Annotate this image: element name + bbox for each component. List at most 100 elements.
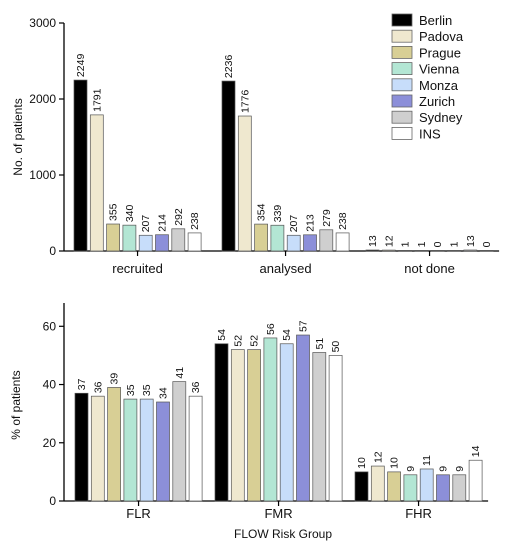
- data-label: 52: [232, 335, 244, 347]
- data-label: 340: [124, 204, 136, 222]
- x-axis-title: FLOW Risk Group: [234, 527, 332, 541]
- data-label: 41: [174, 367, 186, 379]
- data-label: 10: [356, 457, 368, 469]
- data-label: 39: [109, 373, 121, 385]
- bar: [122, 224, 137, 252]
- data-label: 57: [298, 320, 310, 332]
- legend-swatch: [391, 127, 413, 140]
- data-label: 12: [383, 235, 395, 247]
- data-label: 13: [367, 235, 379, 247]
- y-tick-label: 3000: [29, 16, 56, 30]
- data-label: 355: [108, 203, 120, 221]
- data-label: 13: [465, 235, 477, 247]
- data-label: 1791: [91, 88, 103, 112]
- y-tick-label: 0: [49, 244, 56, 258]
- data-label: 50: [330, 341, 342, 353]
- data-label: 9: [405, 466, 417, 472]
- bar: [138, 234, 153, 252]
- bar: [90, 395, 105, 502]
- bar: [230, 349, 245, 502]
- bar: [354, 471, 369, 502]
- x-tick-label: FMR: [264, 506, 292, 521]
- data-label: 9: [438, 466, 450, 472]
- x-tick-label: recruited: [112, 261, 163, 276]
- data-label: 213: [305, 214, 317, 232]
- y-tick-label: 20: [43, 436, 57, 450]
- bar: [479, 250, 494, 252]
- legend-label: Vienna: [419, 62, 460, 77]
- data-label: 2236: [223, 55, 235, 79]
- y-axis-title: No. of patients: [11, 98, 25, 175]
- data-label: 279: [321, 209, 333, 227]
- data-label: 10: [389, 457, 401, 469]
- bar: [381, 249, 396, 252]
- legend-label: Prague: [419, 45, 461, 60]
- y-tick-label: 40: [43, 378, 57, 392]
- data-label: 1: [400, 241, 412, 247]
- data-label: 54: [281, 329, 293, 341]
- x-tick-label: FHR: [405, 506, 432, 521]
- chart-patients: No. of patients 0 1000 2000 3000 recruited 22…: [11, 16, 500, 276]
- y-axis-title: % of patients: [9, 370, 23, 439]
- bar: [286, 234, 301, 252]
- y-tick-label: 0: [49, 494, 56, 508]
- legend-label: INS: [419, 126, 441, 141]
- data-label: 56: [265, 323, 277, 335]
- bar: [312, 352, 327, 502]
- bar: [221, 80, 236, 252]
- bar: [214, 343, 229, 502]
- data-label: 207: [140, 215, 152, 233]
- bar: [447, 250, 461, 252]
- bar: [155, 234, 169, 252]
- data-label: 36: [92, 381, 104, 393]
- data-label: 51: [314, 338, 326, 350]
- data-label: 238: [189, 212, 201, 230]
- y-tick-label: 1000: [29, 168, 56, 182]
- data-label: 37: [76, 378, 88, 390]
- bar: [387, 471, 401, 502]
- bar: [419, 468, 434, 502]
- data-label: 0: [481, 241, 493, 247]
- bar: [171, 228, 186, 252]
- legend-label: Monza: [419, 78, 459, 93]
- bar: [270, 224, 285, 252]
- legend-swatch: [391, 13, 413, 27]
- data-label: 238: [337, 212, 349, 230]
- chart-risk-group: % of patients FLOW Risk Group 0 20 40 60 FLR…: [9, 303, 489, 541]
- legend-label: Zurich: [419, 94, 455, 109]
- legend-swatch: [391, 62, 413, 75]
- data-label: 0: [432, 241, 444, 247]
- data-label: 11: [421, 455, 433, 466]
- data-label: 54: [216, 329, 228, 341]
- data-label: 354: [256, 203, 268, 221]
- bar: [436, 474, 450, 502]
- data-label: 292: [173, 208, 185, 226]
- bar: [279, 343, 294, 502]
- bar: [247, 349, 261, 502]
- data-label: 14: [470, 445, 482, 457]
- data-label: 35: [141, 384, 153, 396]
- bar: [74, 392, 89, 502]
- bar: [89, 114, 104, 252]
- bar: [430, 250, 445, 252]
- data-label: 34: [158, 387, 170, 399]
- legend-swatch: [391, 29, 413, 43]
- bar: [188, 395, 203, 502]
- bar: [172, 381, 187, 502]
- legend-swatch: [391, 78, 413, 92]
- data-label: 12: [372, 451, 384, 463]
- bar: [107, 387, 121, 502]
- bar: [319, 229, 334, 252]
- bar: [263, 337, 278, 502]
- bar: [123, 398, 138, 502]
- legend-swatch: [391, 110, 413, 124]
- legend-swatch: [391, 94, 413, 108]
- y-tick-label: 60: [43, 319, 57, 333]
- data-label: 1: [449, 241, 461, 247]
- x-tick-label: FLR: [126, 506, 151, 521]
- bar: [452, 474, 467, 502]
- legend-label: Sydney: [419, 110, 463, 125]
- bar: [468, 459, 483, 502]
